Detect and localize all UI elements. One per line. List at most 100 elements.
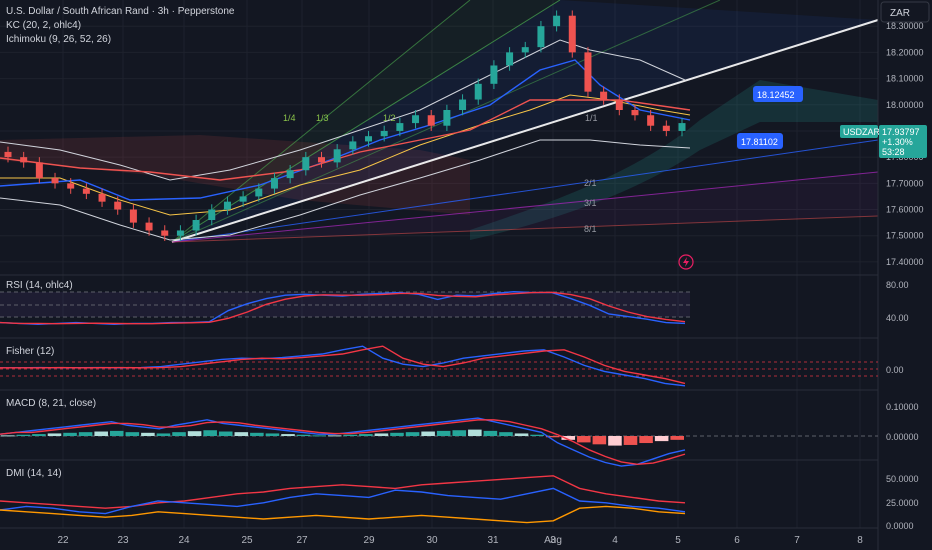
- candle-body: [349, 141, 357, 150]
- time-tick: 25: [241, 535, 253, 546]
- upper-price-label-box: [753, 86, 803, 102]
- candle-body: [365, 136, 373, 142]
- symbol-title[interactable]: U.S. Dollar / South African Rand · 3h · …: [6, 6, 235, 17]
- time-tick: 5: [675, 535, 681, 546]
- macd-title[interactable]: MACD (8, 21, close): [6, 398, 96, 409]
- time-tick: 6: [734, 535, 740, 546]
- time-tick: 29: [363, 535, 375, 546]
- fisher-pane[interactable]: [0, 345, 878, 387]
- macd-bar: [436, 430, 451, 436]
- macd-bar: [374, 433, 389, 436]
- fisher-title[interactable]: Fisher (12): [6, 346, 54, 357]
- candle-body: [145, 222, 153, 231]
- candle-body: [568, 15, 576, 53]
- macd-bar: [545, 436, 560, 438]
- macd-bar: [109, 430, 124, 436]
- macd-pane[interactable]: [0, 417, 878, 467]
- macd-bar: [468, 429, 482, 436]
- change-tag: +1.30%: [882, 137, 913, 147]
- candle-body: [192, 220, 200, 231]
- fan-line: [171, 0, 471, 243]
- candle-body: [537, 26, 545, 48]
- macd-bar: [592, 436, 607, 445]
- price-tick: 18.20000: [886, 47, 924, 57]
- fisher-trigger: [0, 345, 686, 385]
- dmi-title[interactable]: DMI (14, 14): [6, 468, 62, 479]
- candle-body: [333, 149, 341, 163]
- macd-bar: [483, 430, 498, 436]
- candle-body: [176, 230, 184, 236]
- macd-bar: [530, 434, 544, 436]
- fan-label: 1/1: [585, 113, 598, 123]
- macd-bar: [561, 436, 576, 440]
- macd-bar: [499, 432, 513, 436]
- fan-label: 1/4: [283, 113, 296, 123]
- fan-label: 1/3: [316, 113, 329, 123]
- macd-bar: [156, 433, 171, 436]
- price-tick: 17.40000: [886, 257, 924, 267]
- ichimoku-legend[interactable]: Ichimoku (9, 26, 52, 26): [6, 34, 111, 45]
- dmi-adx: [0, 505, 686, 524]
- candle-body: [584, 52, 592, 92]
- lower-price-label: 17.81102: [741, 137, 778, 147]
- macd-bar: [281, 434, 295, 436]
- price-tick: 18.00000: [886, 100, 924, 110]
- candle-body: [255, 188, 263, 197]
- candle-body: [678, 123, 686, 131]
- candle-body: [662, 125, 670, 131]
- macd-bar: [265, 433, 280, 436]
- rsi-signal: [0, 291, 686, 325]
- macd-bar: [577, 436, 591, 443]
- rsi-title[interactable]: RSI (14, ohlc4): [6, 280, 73, 291]
- macd-bar: [452, 430, 467, 436]
- time-tick: 22: [57, 535, 69, 546]
- macd-bar: [47, 433, 62, 436]
- macd-bar: [623, 436, 638, 445]
- candle-body: [302, 157, 310, 171]
- candle-body: [161, 230, 169, 236]
- candle-body: [631, 110, 639, 116]
- macd-bar: [405, 432, 420, 436]
- macd-bar: [639, 436, 653, 444]
- fan-fill-2: [172, 0, 878, 242]
- rsi-pane[interactable]: [0, 291, 690, 325]
- candle-body: [443, 110, 451, 126]
- main-price-pane[interactable]: 1/4 1/3 1/2 1/1 2/1 3/1 8/1 18.12452 17.81102: [0, 0, 879, 270]
- lightning-icon: [678, 254, 694, 270]
- fan-label: 3/1: [584, 198, 597, 208]
- lightning-icon-bolt: [683, 257, 689, 267]
- candle-body: [82, 188, 90, 194]
- fan-line: [171, 0, 561, 243]
- candle-body: [396, 123, 404, 131]
- time-tick: 27: [296, 535, 308, 546]
- macd-bar: [172, 432, 186, 436]
- keltner-upper: [0, 39, 686, 181]
- currency-button[interactable]: [880, 1, 930, 23]
- dmi-pane[interactable]: [0, 475, 686, 524]
- candle-body: [239, 196, 247, 202]
- macd-bar: [32, 434, 46, 436]
- upper-price-label: 18.12452: [757, 90, 795, 100]
- fan-line: [171, 215, 879, 243]
- time-tick: 8: [857, 535, 863, 546]
- macd-bar: [670, 436, 684, 440]
- price-tick: 18.10000: [886, 74, 924, 84]
- macd-bar: [390, 432, 404, 436]
- candle-body: [51, 178, 59, 184]
- dmi-tick-0: 0.0000: [886, 521, 914, 531]
- macd-bar: [654, 436, 669, 442]
- price-tag: 17.93797: [882, 127, 920, 137]
- macd-bar: [141, 432, 155, 436]
- macd-bar: [608, 436, 622, 446]
- current-price-tag: USDZAR 17.93797 +1.30% 53:28: [840, 125, 927, 158]
- ichimoku-cloud-bear: [0, 135, 470, 215]
- candle-body: [412, 115, 420, 124]
- kc-legend[interactable]: KC (20, 2, ohlc4): [6, 20, 81, 31]
- fan-label: 2/1: [584, 178, 597, 188]
- time-tick: 23: [117, 535, 129, 546]
- candle-body: [553, 15, 561, 27]
- candle-body: [427, 115, 435, 126]
- macd-bar: [203, 430, 217, 436]
